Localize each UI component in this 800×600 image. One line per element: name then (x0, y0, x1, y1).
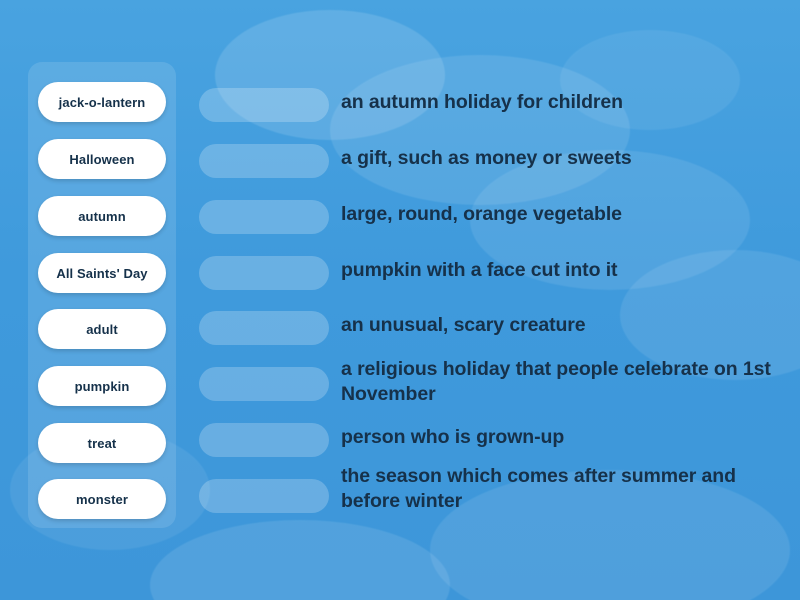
cloud-decoration (620, 250, 800, 380)
definition-text: person who is grown-up (341, 426, 565, 448)
word-tile[interactable]: adult (38, 295, 166, 359)
word-tile[interactable]: monster (38, 465, 166, 529)
word-tile[interactable]: Halloween (38, 125, 166, 189)
cloud-decoration (560, 30, 740, 130)
word-tile-label: monster (76, 491, 128, 507)
word-tile-label: pumpkin (74, 378, 130, 394)
word-tile-label: adult (86, 321, 118, 337)
drop-slot-2[interactable] (199, 144, 329, 178)
cloud-bump-icon (42, 219, 70, 245)
drop-slot-1[interactable] (199, 88, 329, 122)
word-tile-label: Halloween (69, 151, 135, 167)
cloud-bump-icon (42, 389, 70, 415)
cloud-bump-icon (42, 162, 70, 188)
word-tile[interactable]: All Saints' Day (38, 239, 166, 303)
word-tile-label: All Saints' Day (56, 265, 148, 281)
word-tile[interactable]: jack-o-lantern (38, 68, 166, 132)
definition-text: large, round, orange vegetable (341, 203, 622, 225)
cloud-bump-icon (124, 501, 160, 529)
definition-text: an autumn holiday for children (341, 91, 623, 113)
definition-text: a gift, such as money or sweets (341, 147, 632, 169)
cloud-decoration (330, 55, 630, 205)
cloud-bump-icon (124, 331, 160, 359)
drop-slot-5[interactable] (199, 311, 329, 345)
definition-text: the season which comes after summer and … (341, 465, 736, 512)
cloud-bump-icon (42, 502, 70, 528)
definition-text: pumpkin with a face cut into it (341, 259, 618, 281)
word-tile-label: treat (87, 435, 117, 451)
cloud-decoration (215, 10, 445, 140)
cloud-decoration (430, 470, 790, 600)
word-tile[interactable]: treat (38, 409, 166, 473)
word-tiles-panel: jack-o-lantern Halloween autumn All Sain… (28, 62, 176, 529)
drop-slot-4[interactable] (199, 256, 329, 290)
cloud-bump-icon (42, 332, 70, 358)
cloud-bump-icon (124, 218, 160, 246)
cloud-decoration (470, 150, 750, 290)
drop-slot-8[interactable] (199, 479, 329, 513)
drop-slot-6[interactable] (199, 367, 329, 401)
drop-slot-3[interactable] (199, 200, 329, 234)
cloud-bump-icon (124, 445, 160, 473)
word-tile-label: autumn (78, 208, 126, 224)
definition-text: a religious holiday that people celebrat… (341, 358, 771, 405)
word-tile[interactable]: autumn (38, 182, 166, 246)
word-tile[interactable]: pumpkin (38, 352, 166, 416)
word-tile-label: jack-o-lantern (58, 94, 146, 110)
definition-text: an unusual, scary creature (341, 314, 586, 336)
drop-slot-7[interactable] (199, 423, 329, 457)
cloud-bump-icon (42, 446, 70, 472)
